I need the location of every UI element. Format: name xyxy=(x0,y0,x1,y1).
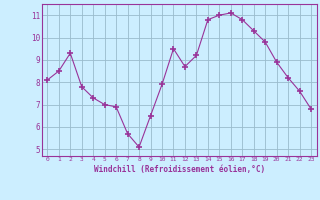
X-axis label: Windchill (Refroidissement éolien,°C): Windchill (Refroidissement éolien,°C) xyxy=(94,165,265,174)
